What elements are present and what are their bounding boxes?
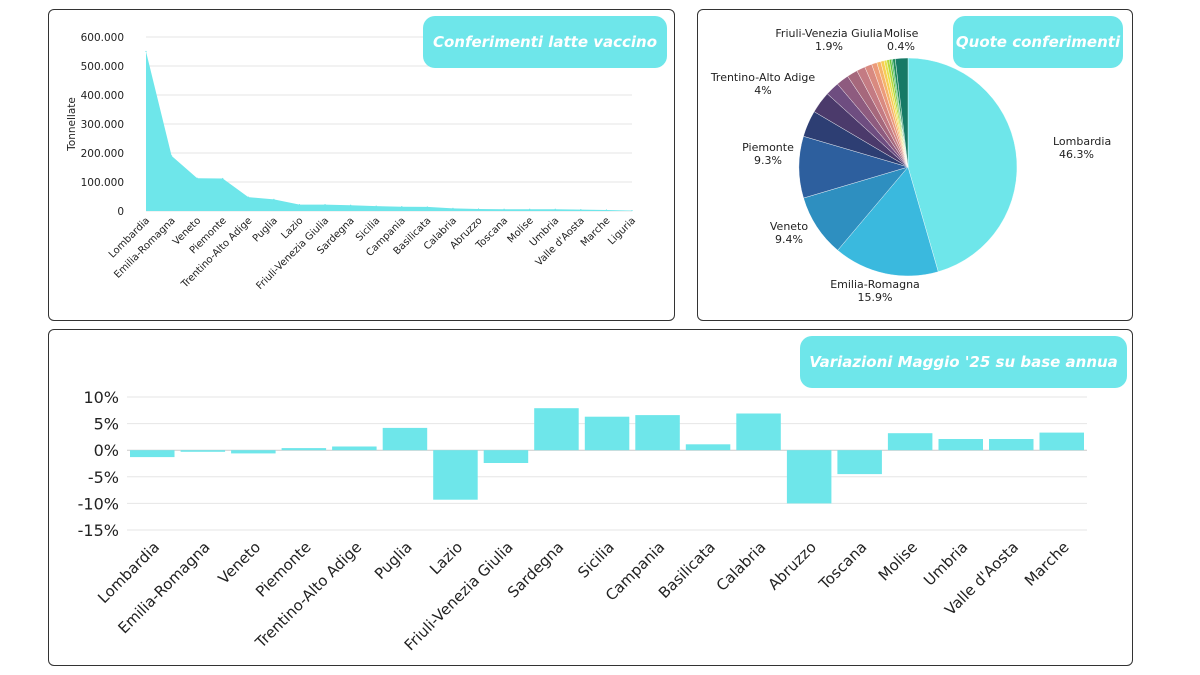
area-chart-panel: 0 100.000 200.000 300.000 400.000 500.000 600.… — [48, 9, 675, 321]
y-axis-label: Tonnellate — [66, 97, 78, 152]
y-tick-label: 5% — [94, 415, 119, 434]
area-chart: 0 100.000 200.000 300.000 400.000 500.000 600.… — [66, 32, 638, 292]
pie-label-value: 46.3% — [1059, 148, 1094, 161]
data-point-molise — [529, 208, 531, 210]
pie-label-value: 4% — [754, 84, 771, 97]
pie-label-value: 15.9% — [858, 291, 893, 304]
data-point-lazio — [298, 204, 301, 206]
bar-umbria — [938, 439, 983, 451]
data-point-umbria — [554, 208, 556, 210]
bar-veneto — [231, 450, 276, 454]
y-tick-label: 0 — [117, 206, 124, 218]
data-point-puglia — [273, 198, 275, 200]
y-tick-label: 10% — [83, 388, 119, 407]
pie-label-value: 0.4% — [887, 40, 915, 53]
x-tick-label: Umbria — [920, 538, 971, 589]
bar-valle-d-aosta — [989, 439, 1034, 451]
area-chart-title: Conferimenti latte vaccino — [423, 16, 667, 68]
x-tick-label: Emilia-Romagna — [115, 538, 214, 637]
data-point-piemonte — [222, 177, 224, 180]
bar-basilicata — [685, 444, 731, 451]
data-point-emilia-romagna — [170, 155, 173, 157]
data-point-valle-d-aosta — [580, 208, 582, 211]
data-point-trentino-alto-adige — [247, 196, 249, 198]
pie-slice-friuli-venezia-giulia — [895, 57, 909, 168]
bar-campania — [635, 415, 680, 451]
bar-sicilia — [584, 416, 630, 451]
bar-emilia-romagna — [180, 450, 226, 452]
x-tick-label: Calabria — [713, 538, 770, 595]
pie-label-name: Friuli-Venezia Giulia — [775, 27, 882, 40]
x-tick-label: Puglia — [251, 215, 280, 244]
pie-label-name: Emilia-Romagna — [830, 278, 920, 291]
pie-label-name: Molise — [884, 27, 919, 40]
pie-chart: Lombardia46.3%Emilia-Romagna15.9%Veneto9… — [710, 27, 1111, 304]
y-tick-label: 400.000 — [81, 90, 124, 102]
pie-label-name: Veneto — [770, 220, 808, 233]
bar-molise — [887, 433, 933, 451]
y-tick-label: 500.000 — [81, 61, 124, 73]
data-point-abruzzo — [477, 208, 480, 210]
data-point-toscana — [503, 208, 505, 210]
pie-slice-lombardia — [907, 57, 1018, 272]
pie-label-name: Lombardia — [1053, 135, 1111, 148]
y-tick-label: -10% — [78, 494, 119, 513]
data-point-marche — [605, 209, 608, 211]
data-point-basilicata — [426, 206, 428, 208]
y-tick-label: -5% — [88, 468, 119, 487]
bar-chart: 10%5%0%-5%-10%-15%LombardiaEmilia-Romagn… — [78, 388, 1087, 654]
pie-chart-title: Quote conferimenti — [953, 16, 1123, 68]
bar-marche — [1039, 432, 1084, 451]
x-tick-label: Molise — [875, 538, 921, 584]
pie-label-value: 9.4% — [775, 233, 803, 246]
pie-label-value: 1.9% — [815, 40, 843, 53]
data-point-friuli-venezia-giulia — [324, 204, 326, 206]
pie-label-name: Piemonte — [742, 141, 794, 154]
data-point-sardegna — [350, 204, 352, 206]
data-point-liguria — [631, 209, 633, 212]
pie-label-value: 9.3% — [754, 154, 782, 167]
pie-slice-emilia-romagna — [837, 166, 939, 277]
x-tick-label: Veneto — [215, 538, 265, 588]
bar-sardegna — [534, 408, 579, 451]
bar-chart-title: Variazioni Maggio '25 su base annua — [800, 336, 1127, 388]
data-point-campania — [401, 206, 403, 208]
bar-abruzzo — [786, 450, 832, 504]
x-tick-label: Marche — [1021, 538, 1073, 590]
x-tick-label: Liguria — [606, 215, 638, 247]
bar-lazio — [433, 450, 478, 500]
bar-toscana — [837, 450, 882, 475]
bar-chart-panel: 10% 5% 0% -5% -10% -15% Lombardia Emilia-Romagn… — [48, 329, 1133, 666]
bar-trentino-alto-adige — [332, 446, 377, 451]
bar-calabria — [736, 413, 781, 451]
data-point-calabria — [452, 207, 454, 209]
pie-chart-panel: Lombardia 46.3% Emilia-Romagna 15.9% Veneto 9… — [697, 9, 1133, 321]
data-point-veneto — [196, 177, 198, 179]
x-tick-label: Sicilia — [574, 538, 618, 582]
y-tick-label: 600.000 — [81, 32, 124, 44]
bar-puglia — [382, 427, 428, 451]
y-tick-label: 100.000 — [81, 177, 124, 189]
bar-friuli-venezia-giulia — [483, 450, 529, 463]
x-tick-label: Puglia — [371, 538, 416, 583]
area-series — [146, 51, 632, 211]
bar-lombardia — [130, 450, 175, 458]
y-tick-label: -15% — [78, 521, 119, 540]
bar-piemonte — [281, 448, 327, 451]
y-tick-label: 200.000 — [81, 148, 124, 160]
y-tick-label: 0% — [94, 441, 119, 460]
x-tick-label: Lazio — [426, 538, 466, 578]
x-tick-label: Toscana — [815, 538, 871, 594]
data-point-lombardia — [145, 50, 147, 53]
data-point-sicilia — [375, 205, 377, 207]
x-tick-label: Abruzzo — [765, 538, 820, 593]
y-tick-label: 300.000 — [81, 119, 124, 131]
pie-label-name: Trentino-Alto Adige — [710, 71, 816, 84]
